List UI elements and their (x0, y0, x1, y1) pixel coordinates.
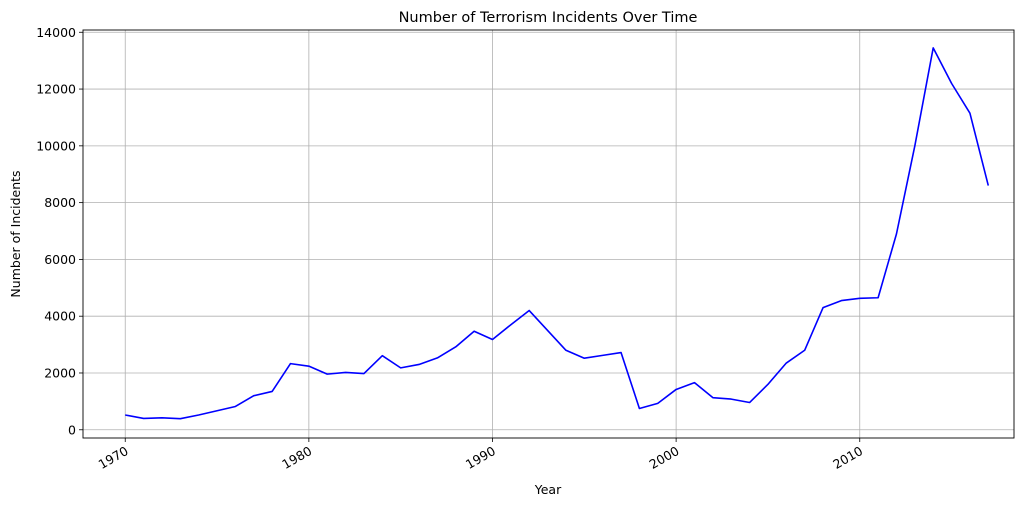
y-tick-label: 4000 (44, 309, 76, 324)
y-tick-label: 6000 (44, 252, 76, 267)
y-tick-label: 0 (68, 422, 76, 437)
grid-lines (83, 30, 1014, 438)
x-tick-label: 2010 (830, 443, 865, 472)
y-tick-label: 14000 (36, 25, 76, 40)
y-tick-label: 12000 (36, 82, 76, 97)
y-tick-label: 2000 (44, 365, 76, 380)
x-axis-title: Year (534, 482, 562, 497)
x-tick-label: 1990 (463, 443, 498, 472)
y-tick-label: 10000 (36, 138, 76, 153)
x-tick-label: 1980 (279, 443, 314, 472)
x-tick-label: 1970 (96, 443, 131, 472)
axis-ticks: 1970 1980 1990 2000 2010 0 2000 4000 6000 8000 100… (36, 25, 865, 472)
plot-frame (82, 29, 1015, 439)
y-tick-label: 8000 (44, 195, 76, 210)
series-layer (125, 47, 990, 420)
y-axis-title: Number of Incidents (8, 170, 23, 297)
chart-title: Number of Terrorism Incidents Over Time (399, 10, 698, 26)
x-tick-label: 2000 (647, 443, 682, 472)
series-line (125, 47, 990, 420)
